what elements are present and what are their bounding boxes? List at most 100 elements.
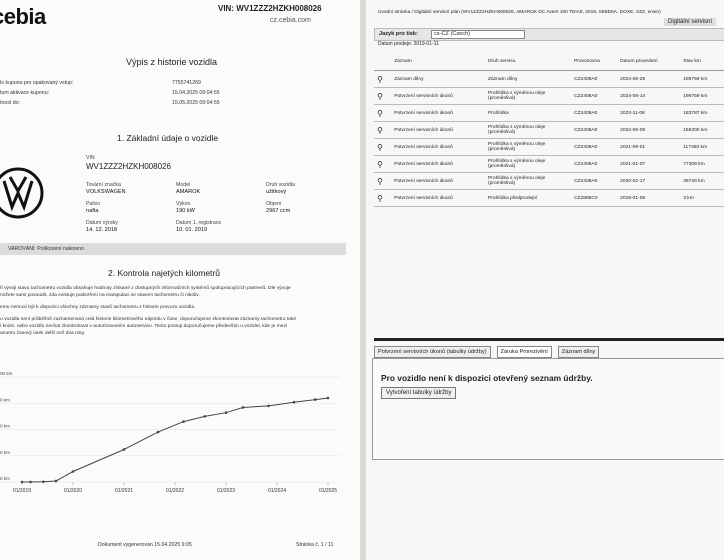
service-page: Úvodní stránka / Digitální servisní plán…	[366, 0, 724, 560]
table-cell: CZ2408A0	[571, 138, 618, 156]
mileage-point	[203, 415, 207, 418]
table-cell: 198759 km	[680, 87, 724, 105]
view-icon[interactable]: ⚲	[374, 189, 392, 207]
table-cell: Prohlídka předprodejní	[485, 189, 571, 207]
table-cell: 39728 km	[680, 172, 724, 190]
x-tick-label: 01/2020	[64, 488, 82, 494]
table-cell: 77309 km	[680, 155, 724, 173]
field-label: Palivo	[86, 201, 101, 207]
section-title: 1. Základní údaje o vozidle	[117, 133, 219, 143]
view-icon[interactable]: ⚲	[374, 70, 392, 88]
x-tick-label: 01/2023	[217, 488, 235, 494]
info-value: 15.05.2025 09:04:55	[172, 100, 220, 106]
mileage-point	[41, 480, 45, 484]
table-cell: 2019-01-08	[617, 189, 681, 207]
info-label: tum aktivace kuponu:	[0, 90, 50, 96]
table-cell: CZ2408A0	[571, 87, 618, 105]
table-cell: Prohlídka s výměnou oleje (proměnlivá)	[485, 172, 571, 190]
paragraph-line: ři vývoji stavu tachometru vozidla obsah…	[0, 286, 291, 291]
view-icon[interactable]: ⚲	[374, 172, 392, 190]
mileage-point	[241, 406, 245, 409]
x-tick-label: 01/2022	[166, 488, 184, 494]
field-label: Datum 1. registrace	[176, 220, 222, 226]
table-cell: 198759 km	[680, 70, 724, 88]
field-label: Datum výroby	[86, 220, 118, 226]
view-icon[interactable]: ⚲	[374, 121, 392, 139]
tab-panel: Pro vozidlo není k dispozici otevřený se…	[372, 358, 724, 460]
table-cell: 2023-11-08	[617, 104, 681, 122]
field-value: užitkový	[266, 189, 287, 195]
language-select[interactable]: cs-CZ (Czech)	[431, 30, 525, 39]
table-cell: Potvrzení servisních úkonů	[391, 155, 485, 173]
x-tick-label: 01/2021	[115, 488, 133, 494]
button[interactable]: Vytvoření tabulky údržby	[381, 387, 457, 399]
mileage-point	[54, 479, 58, 483]
table-row: ⚲ Potvrzení servisních úkonů Prohlídka s v…	[374, 155, 724, 173]
view-icon[interactable]: ⚲	[374, 104, 392, 122]
table-cell: CZ2408A0	[571, 155, 618, 173]
column-header: Druh servisu	[485, 52, 571, 71]
field-label: Výkon	[176, 201, 191, 207]
url: cz.cebia.com	[270, 17, 311, 24]
table-cell: 3 km	[680, 189, 724, 207]
table-cell: Prohlídka s výměnou oleje (proměnlivá)	[485, 155, 571, 173]
mileage-point	[326, 396, 330, 400]
table-row: ⚲ Potvrzení servisních úkonů Prohlídka s v…	[374, 138, 724, 156]
view-icon[interactable]: ⚲	[374, 87, 392, 105]
field-value: 2967 ccm	[266, 208, 291, 214]
table-cell: Záznam dílny	[485, 70, 571, 88]
field-label: Tovární značka	[86, 182, 121, 188]
table-cell: Prohlídka	[485, 104, 571, 122]
tab[interactable]: Záznam dílny	[557, 346, 600, 358]
warning: VAROVÁNÍ: Poškození nalezeno	[8, 246, 85, 252]
paragraph-line: u vozidla není průběžně zaznamenaná celá…	[0, 317, 297, 322]
message: Pro vozidlo není k dispozici otevřený se…	[381, 373, 593, 383]
x-tick-label: 01/2024	[268, 488, 286, 494]
table-row: ⚲ Potvrzení servisních úkonů Prohlídka s v…	[374, 121, 724, 139]
table-row: ⚲ Potvrzení servisních úkonů Prohlídka CZ24…	[374, 104, 724, 122]
table-cell: 2021-09-01	[617, 138, 681, 156]
field-value: VOLKSWAGEN	[86, 189, 126, 195]
field-value: 14. 12. 2018	[86, 227, 118, 233]
table-cell: Potvrzení servisních úkonů	[391, 87, 485, 105]
brand-logo	[0, 167, 44, 219]
scrollbar	[374, 338, 724, 341]
paragraph-line: emu nemusí být k dispozici všechny zázna…	[0, 305, 196, 310]
table-cell: Potvrzení servisních úkonů	[391, 172, 485, 190]
vin-value: WV1ZZZ2HZKH008026	[86, 162, 171, 171]
header-row: Záznam Druh servisu Provozovna Datum proved…	[374, 52, 724, 71]
table-row: ⚲ Potvrzení servisních úkonů Prohlídka s v…	[374, 172, 724, 190]
table-cell: Prohlídka s výměnou oleje (proměnlivá)	[485, 121, 571, 139]
table-cell: Potvrzení servisních úkonů	[391, 121, 485, 139]
table-row: ⚲ Záznam dílny Záznam dílny CZ2408A0 2024-08…	[374, 70, 724, 88]
table-cell: CZ2885C0	[571, 189, 618, 207]
table-row: ⚲ Potvrzení servisních úkonů Prohlídka s v…	[374, 87, 724, 105]
y-tick-label: 00 km	[0, 371, 13, 376]
field-label: Model	[176, 182, 191, 188]
field-label: Objem	[266, 201, 282, 207]
table-body: ⚲ Záznam dílny Záznam dílny CZ2408A0 2024-08…	[374, 70, 724, 207]
mileage-point	[29, 480, 32, 484]
view-icon[interactable]: ⚲	[374, 155, 392, 173]
table-row: ⚲ Potvrzení servisních úkonů Prohlídka pře…	[374, 189, 724, 207]
table-cell: Prohlídka s výměnou oleje (proměnlivá)	[485, 138, 571, 156]
field-value: 190 kW	[176, 208, 195, 214]
field-label: Druh vozidla	[266, 182, 295, 188]
footer: Stránka č. 1 / 11	[296, 542, 334, 548]
tab[interactable]: Potvrzení servisních úkonů (tabulky údrž…	[374, 346, 491, 358]
tab[interactable]: Záruka Prorezivění	[496, 346, 552, 358]
table-cell: 2021-01-07	[617, 155, 681, 173]
info-label: lo kuponu pro opakovaný vstup:	[0, 80, 74, 86]
table-cell: Prohlídka s výměnou oleje (proměnlivá)	[485, 87, 571, 105]
sale-date: Datum prodeje: 2019-01-11	[378, 41, 439, 47]
mileage-chart: 0 km 0 km 0 km 0 km 00 km 01/2019 01/2020 01/20…	[0, 371, 340, 494]
mileage-point	[292, 400, 296, 404]
field-value: nafta	[86, 208, 99, 214]
table-cell: CZ2408A0	[571, 172, 618, 190]
title: Výpis z historie vozidla	[126, 57, 218, 67]
table-cell: 183787 km	[680, 104, 724, 122]
column-header: Provozovna	[571, 52, 618, 71]
mileage-line	[22, 397, 329, 483]
view-icon[interactable]: ⚲	[374, 138, 392, 156]
